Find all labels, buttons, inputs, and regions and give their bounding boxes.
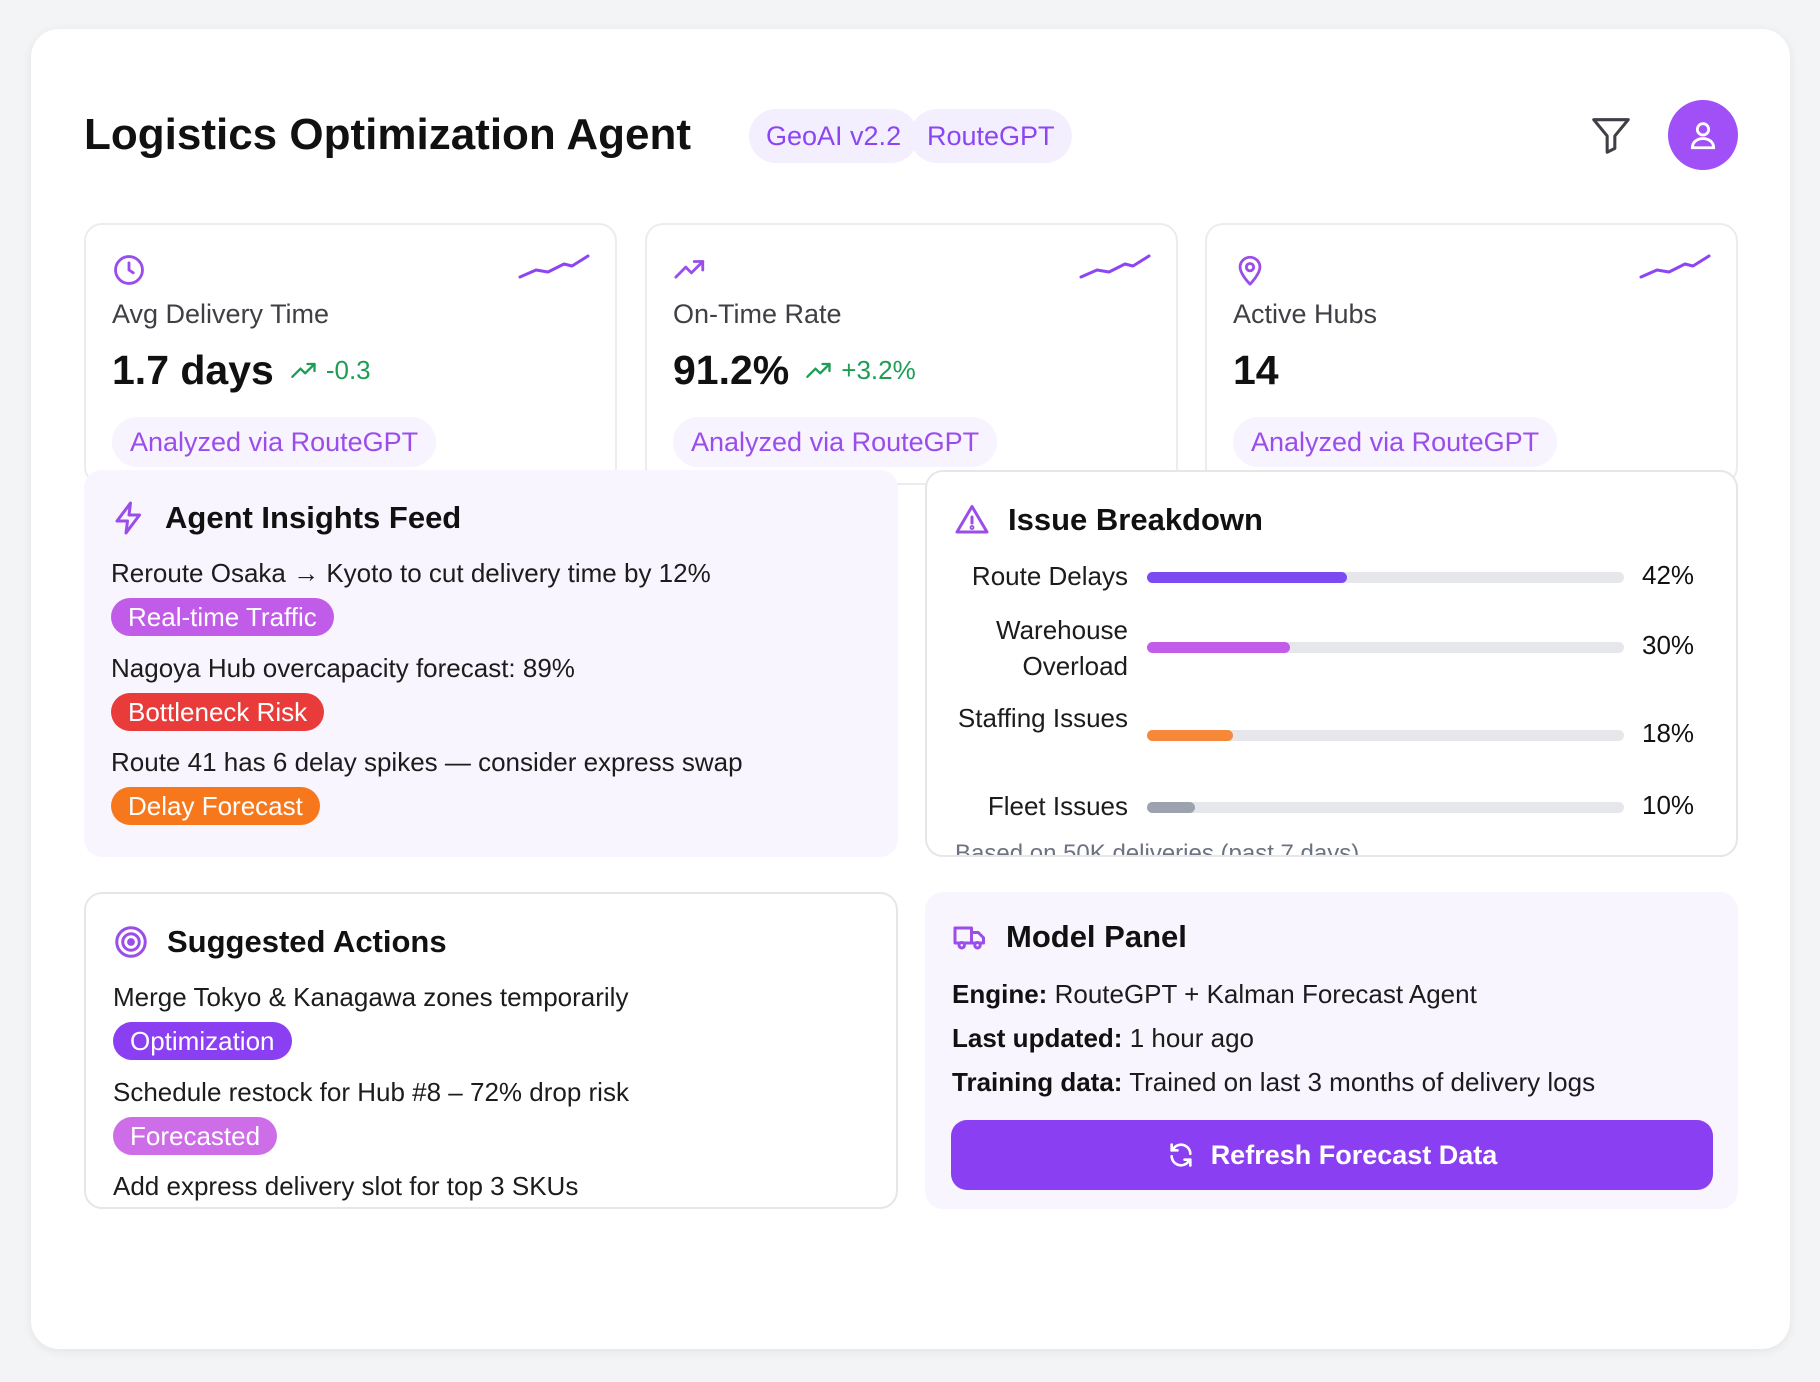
action-text: Merge Tokyo & Kanagawa zones temporarily <box>113 982 629 1012</box>
kpi-value: 91.2% <box>673 347 790 393</box>
kpi-label: On-Time Rate <box>673 299 842 329</box>
filter-button[interactable] <box>1588 112 1634 158</box>
panel-title: Model Panel <box>952 919 1187 955</box>
insight-text: Reroute Osaka → Kyoto to cut delivery ti… <box>111 558 711 588</box>
issue-bar-track <box>1147 572 1624 583</box>
kpi-value: 1.7 days <box>112 347 274 393</box>
insight-text: Route 41 has 6 delay spikes — consider e… <box>111 747 743 777</box>
issue-pct: 42% <box>1642 560 1695 590</box>
model-badge-routegpt: RouteGPT <box>910 109 1072 163</box>
truck-icon <box>953 926 985 950</box>
issue-label: Route Delays <box>971 561 1128 591</box>
target-icon <box>115 926 147 958</box>
filter-icon <box>1592 118 1630 154</box>
insight-tag: Real-time Traffic <box>111 598 334 636</box>
kpi-card-active-hubs: Active Hubs 14 Analyzed via RouteGPT <box>1205 223 1738 485</box>
issue-breakdown: Issue Breakdown Route Delays 42% Warehou… <box>925 470 1738 857</box>
action-text: Schedule restock for Hub #8 – 72% drop r… <box>113 1077 629 1107</box>
model-engine: Engine: RouteGPT + Kalman Forecast Agent <box>952 979 1477 1009</box>
kpi-label: Avg Delivery Time <box>112 299 330 329</box>
panel-title: Issue Breakdown <box>954 502 1263 538</box>
action-tag: Optimization <box>113 1022 292 1060</box>
issue-bar-fill <box>1147 572 1348 583</box>
kpi-value: 14 <box>1233 347 1279 393</box>
panel-title: Agent Insights Feed <box>111 500 461 536</box>
kpi-source-badge: Analyzed via RouteGPT <box>1233 417 1558 467</box>
issue-bar-fill <box>1147 642 1291 653</box>
issue-label: Warehouse Overload <box>996 615 1128 681</box>
insight-text: Nagoya Hub overcapacity forecast: 89% <box>111 653 575 683</box>
trend-up-icon <box>806 362 831 378</box>
issue-bar-track <box>1147 730 1624 741</box>
refresh-forecast-button[interactable]: Refresh Forecast Data <box>951 1120 1713 1190</box>
sparkline-icon <box>518 254 590 279</box>
warning-icon <box>955 505 989 534</box>
model-panel: Model Panel Engine: RouteGPT + Kalman Fo… <box>925 892 1738 1209</box>
refresh-icon <box>1170 1143 1192 1167</box>
issue-bar-track <box>1147 642 1624 653</box>
header: Logistics Optimization Agent GeoAI v2.2 … <box>84 84 1738 186</box>
suggested-actions: Suggested Actions Merge Tokyo & Kanagawa… <box>84 892 898 1209</box>
insight-tag: Bottleneck Risk <box>111 693 325 731</box>
issue-bar-fill <box>1147 730 1233 741</box>
kpi-delta: -0.3 <box>290 355 371 386</box>
issue-pct: 30% <box>1642 630 1695 660</box>
kpi-card-on-time-rate: On-Time Rate 91.2% +3.2% Analyzed via Ro… <box>645 223 1178 485</box>
kpi-label: Active Hubs <box>1233 299 1378 329</box>
agent-insights-feed: Agent Insights Feed Reroute Osaka → Kyot… <box>84 470 898 857</box>
page-title: Logistics Optimization Agent <box>84 110 692 159</box>
insight-tag: Delay Forecast <box>111 787 320 825</box>
user-icon <box>1690 122 1716 150</box>
model-last-updated: Last updated: 1 hour ago <box>952 1023 1255 1053</box>
lightning-icon <box>115 501 141 535</box>
issue-footnote: Based on 50K deliveries (past 7 days) <box>955 840 1360 857</box>
model-training-data: Training data: Trained on last 3 months … <box>952 1067 1596 1097</box>
kpi-source-badge: Analyzed via RouteGPT <box>112 417 437 467</box>
map-pin-icon <box>1238 255 1262 286</box>
sparkline-icon <box>1079 254 1151 279</box>
action-tag: Forecasted <box>113 1117 278 1155</box>
issue-pct: 18% <box>1642 718 1695 748</box>
issue-label: Staffing Issues <box>957 703 1128 733</box>
trending-up-icon <box>674 260 705 279</box>
trend-up-icon <box>291 362 316 378</box>
kpi-card-avg-delivery: Avg Delivery Time 1.7 days -0.3 Analyzed… <box>84 223 617 485</box>
action-text: Add express delivery slot for top 3 SKUs <box>113 1171 579 1201</box>
issue-label: Fleet Issues <box>987 791 1128 821</box>
kpi-delta: +3.2% <box>805 355 916 386</box>
sparkline-icon <box>1639 254 1711 279</box>
panel-title: Suggested Actions <box>113 924 447 960</box>
issue-bar-track <box>1147 802 1624 813</box>
user-avatar-button[interactable] <box>1668 100 1738 170</box>
model-badge-geoai: GeoAI v2.2 <box>749 109 919 163</box>
issue-pct: 10% <box>1642 790 1695 820</box>
clock-icon <box>114 255 144 285</box>
kpi-source-badge: Analyzed via RouteGPT <box>673 417 998 467</box>
issue-bar-fill <box>1147 802 1195 813</box>
